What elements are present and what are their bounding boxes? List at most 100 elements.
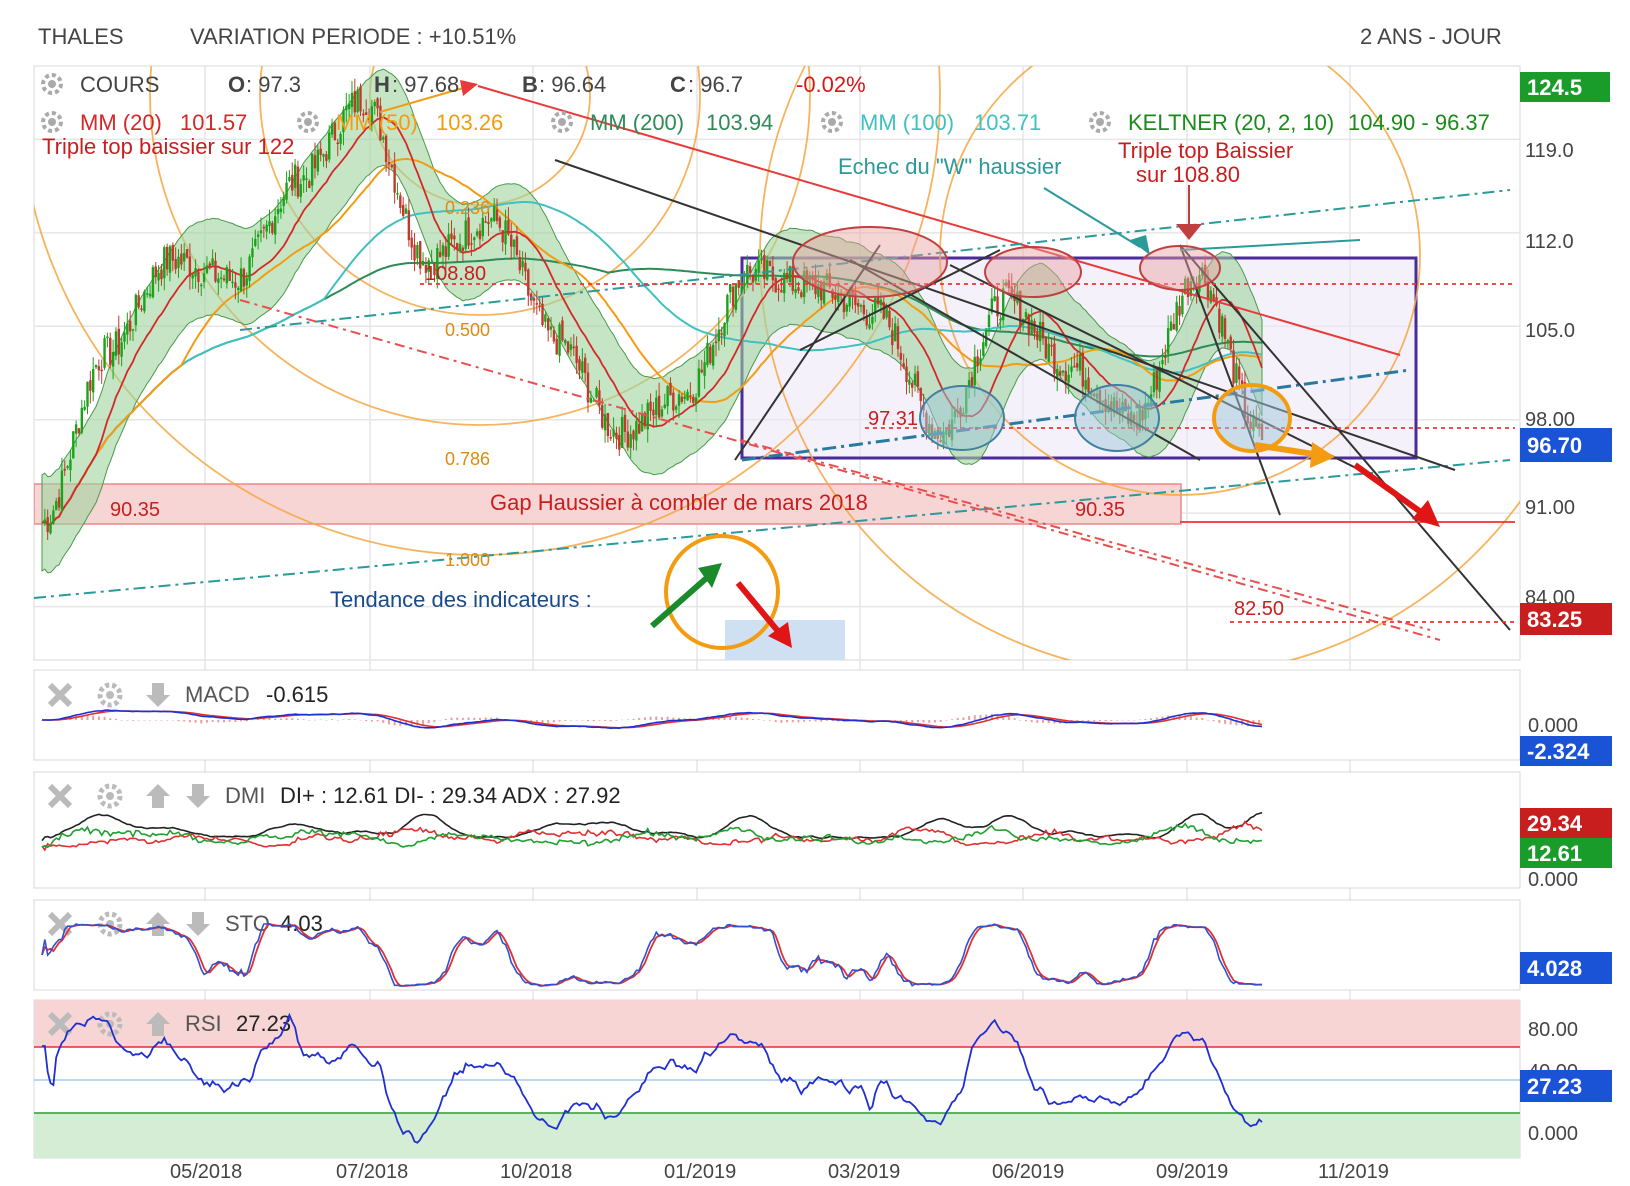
close-icon[interactable] (47, 1011, 73, 1037)
period-selector[interactable]: 2 ANS - JOUR (1360, 24, 1502, 49)
candle-body (148, 293, 152, 297)
arrow-up-icon[interactable] (146, 784, 170, 808)
candle-body (1152, 372, 1156, 393)
level-108-label: 108.80 (425, 263, 486, 285)
candle-body (555, 338, 558, 355)
period-variation: VARIATION PERIODE : +10.51% (190, 24, 517, 49)
candle-body (288, 177, 291, 181)
candle-body (709, 346, 712, 364)
gear-icon[interactable] (97, 682, 123, 708)
candle-body (328, 132, 331, 160)
candle-body (1181, 295, 1184, 315)
triple-top-2-label-a: Triple top Baissier (1118, 138, 1293, 163)
close-icon[interactable] (47, 783, 73, 809)
gear-icon[interactable] (1089, 111, 1111, 133)
candle-body (384, 135, 388, 163)
candle-body (888, 310, 891, 328)
candle-body (891, 330, 894, 346)
macd-histogram-bar (456, 717, 459, 720)
candle-body (100, 369, 103, 372)
candle-body (711, 344, 715, 366)
candle-body (979, 357, 982, 365)
macd-histogram-bar (1184, 715, 1187, 720)
macd-histogram-bar (945, 720, 948, 721)
macd-histogram-bar (780, 720, 783, 723)
mm50-value: 103.26 (436, 110, 503, 135)
gear-icon[interactable] (551, 111, 573, 133)
candle-body (205, 265, 209, 274)
candle-body (464, 220, 467, 249)
candle-body (521, 260, 524, 268)
arrow-up-icon[interactable] (146, 912, 170, 936)
candle-body (871, 316, 874, 324)
macd-histogram-bar (160, 720, 163, 721)
macd-histogram-bar (939, 720, 942, 722)
candle-body (581, 361, 584, 373)
arrow-up-icon[interactable] (146, 1012, 170, 1036)
candle-body (168, 246, 172, 273)
candle-body (416, 245, 419, 259)
candle-body (785, 272, 789, 279)
macd-histogram-bar (86, 715, 89, 720)
price-tick: 91.00 (1525, 497, 1575, 519)
arrow-down-icon[interactable] (186, 912, 210, 936)
gear-icon[interactable] (821, 111, 843, 133)
candle-body (234, 282, 237, 288)
candle-body (436, 248, 439, 280)
candle-body (1161, 360, 1164, 365)
price-axis: 119.0 112.0 105.0 98.00 91.00 84.00 (1525, 140, 1575, 609)
candle-body (743, 283, 746, 285)
macd-histogram-bar (1189, 716, 1192, 720)
candle-body (438, 251, 442, 258)
candle-body (427, 260, 430, 272)
macd-histogram-bar (899, 720, 902, 722)
candle-body (1061, 370, 1065, 373)
close-icon[interactable] (47, 682, 73, 708)
macd-histogram-bar (598, 720, 601, 721)
arrow-down-icon[interactable] (186, 784, 210, 808)
macd-histogram-bar (655, 716, 658, 720)
candle-body (1056, 368, 1059, 378)
candle-body (882, 302, 885, 319)
candle-body (111, 351, 115, 367)
macd-histogram-bar (951, 719, 954, 720)
candle-body (77, 428, 81, 434)
macd-histogram-bar (331, 719, 334, 720)
macd-histogram-bar (683, 718, 686, 720)
badge-target-price-text: 83.25 (1527, 607, 1582, 632)
candle-body (1166, 328, 1170, 354)
gear-icon[interactable] (41, 111, 63, 133)
macd-histogram-bar (154, 719, 157, 721)
candle-body (527, 269, 530, 296)
candle-body (271, 222, 274, 234)
candle-body (666, 385, 669, 407)
time-tick: 10/2018 (500, 1161, 572, 1183)
candle-body (561, 320, 564, 341)
di-plus-line (41, 822, 1263, 849)
macd-histogram-bar (922, 720, 925, 723)
candle-body (160, 269, 163, 280)
badge-target-price (1520, 603, 1612, 635)
candle-body (470, 243, 473, 245)
macd-histogram-bar (535, 720, 538, 724)
macd-histogram-bar (649, 716, 652, 720)
macd-histogram-bar (786, 720, 789, 723)
gear-icon[interactable] (297, 111, 319, 133)
candle-body (552, 329, 556, 342)
candle-body (1050, 344, 1053, 347)
candle-body (202, 273, 206, 283)
close-icon[interactable] (47, 911, 73, 937)
candle-body (308, 180, 311, 189)
gear-icon[interactable] (97, 783, 123, 809)
candle-body (783, 272, 786, 294)
macd-histogram-bar (223, 720, 226, 723)
arrow-down-icon[interactable] (146, 683, 170, 707)
macd-histogram-bar (814, 720, 817, 722)
macd-histogram-bar (103, 716, 106, 720)
candle-body (723, 323, 726, 337)
macd-line (41, 709, 1263, 730)
candle-body (595, 387, 598, 398)
candle-body (447, 234, 450, 257)
gear-icon[interactable] (41, 73, 63, 95)
sto-d-line (41, 923, 1262, 987)
